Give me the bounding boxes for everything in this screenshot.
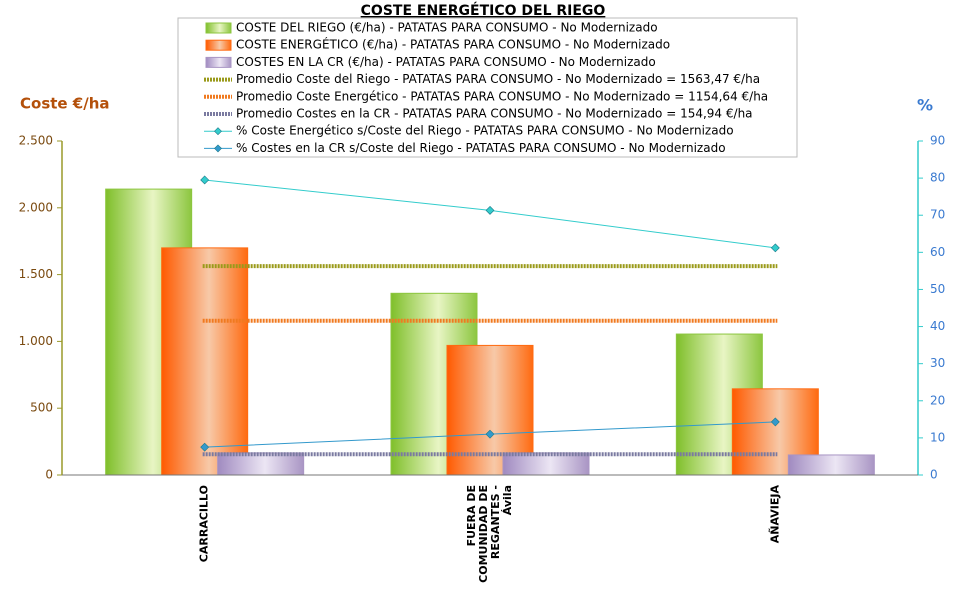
bar <box>787 454 875 476</box>
y2-tick-label: 70 <box>930 208 945 222</box>
legend-label: COSTE DEL RIEGO (€/ha) - PATATAS PARA CO… <box>236 21 658 35</box>
y2-tick-label: 20 <box>930 393 945 407</box>
y2-tick-label: 0 <box>930 468 938 482</box>
x-tick-label: AÑAVIEJA <box>768 485 781 544</box>
x-tick-label: CARRACILLO <box>198 485 211 562</box>
x-tick-label: FUERA DECOMUNIDAD DEREGANTES -Ávila <box>465 485 514 583</box>
y2-tick-label: 60 <box>930 245 945 259</box>
y2-tick-label: 80 <box>930 171 945 185</box>
y2-tick-label: 90 <box>930 134 945 148</box>
y-tick-label: 2.000 <box>19 200 53 214</box>
y-tick-label: 500 <box>30 401 53 415</box>
y-tick-label: 2.500 <box>19 134 53 148</box>
chart-title: COSTE ENERGÉTICO DEL RIEGO <box>361 2 606 19</box>
legend-label: % Costes en la CR s/Coste del Riego - PA… <box>236 141 726 155</box>
marker <box>485 205 495 215</box>
y2-tick-label: 40 <box>930 319 945 333</box>
legend-swatch <box>214 144 222 153</box>
legend-swatch <box>205 39 232 51</box>
legend-label: COSTE ENERGÉTICO (€/ha) - PATATAS PARA C… <box>236 37 670 52</box>
legend-swatch <box>214 127 222 136</box>
y-tick-label: 1.500 <box>19 267 53 281</box>
marker <box>770 243 780 253</box>
legend-label: COSTES EN LA CR (€/ha) - PATATAS PARA CO… <box>236 55 656 69</box>
legend-swatch <box>205 56 232 68</box>
legend-label: Promedio Coste Energético - PATATAS PARA… <box>236 89 768 103</box>
legend-swatch <box>205 22 232 34</box>
y-tick-label: 0 <box>45 468 53 482</box>
marker <box>770 417 780 427</box>
y2-tick-label: 10 <box>930 430 945 444</box>
legend-label: % Coste Energético s/Coste del Riego - P… <box>236 124 734 138</box>
legend-label: Promedio Coste del Riego - PATATAS PARA … <box>236 72 760 86</box>
y-axis-title: Coste €/ha <box>20 95 110 113</box>
bar <box>161 247 249 476</box>
y2-axis-title: % <box>917 96 933 115</box>
marker <box>485 429 495 439</box>
y2-tick-label: 30 <box>930 356 945 370</box>
y2-tick-label: 50 <box>930 282 945 296</box>
legend-box <box>177 17 798 158</box>
legend-label: Promedio Costes en la CR - PATATAS PARA … <box>236 107 753 121</box>
marker <box>200 175 210 185</box>
marker <box>200 442 210 452</box>
y-tick-label: 1.000 <box>19 334 53 348</box>
